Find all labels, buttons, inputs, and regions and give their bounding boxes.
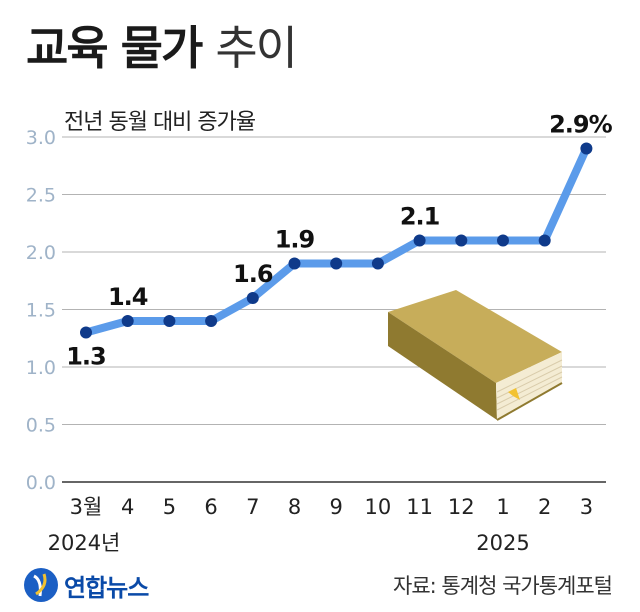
data-point bbox=[246, 292, 259, 304]
x-tick-label: 1 bbox=[496, 495, 509, 519]
y-tick-label: 3.0 bbox=[26, 127, 56, 149]
data-label: 2.9% bbox=[549, 111, 613, 139]
y-tick-label: 2.5 bbox=[26, 185, 56, 207]
y-tick-label: 0.5 bbox=[26, 415, 56, 437]
y-tick-label: 0.0 bbox=[26, 472, 56, 494]
data-label: 1.3 bbox=[66, 343, 106, 371]
chart-title: 교육 물가 추이 bbox=[26, 20, 298, 76]
x-tick-label: 3 bbox=[580, 495, 593, 519]
data-label: 1.4 bbox=[108, 283, 148, 311]
y-tick-label: 2.0 bbox=[26, 242, 56, 264]
year-label: 2024년 bbox=[48, 531, 121, 555]
series-line bbox=[80, 142, 593, 339]
x-tick-label: 2 bbox=[538, 495, 551, 519]
x-tick-label: 6 bbox=[204, 495, 217, 519]
yonhap-logo-icon bbox=[24, 568, 58, 602]
year-label: 2025 bbox=[476, 531, 529, 555]
data-point bbox=[538, 234, 551, 247]
data-point bbox=[205, 315, 218, 327]
logo-text: 연합뉴스 bbox=[64, 573, 149, 602]
x-tick-label: 12 bbox=[448, 495, 475, 519]
x-tick-label: 8 bbox=[288, 495, 301, 519]
data-point bbox=[371, 257, 384, 270]
data-point bbox=[330, 257, 343, 270]
series-polyline bbox=[82, 144, 591, 337]
y-tick-label: 1.5 bbox=[26, 300, 56, 322]
data-point bbox=[455, 234, 468, 247]
source-note: 자료: 통계청 국가통계포털 bbox=[393, 574, 613, 598]
x-tick-label: 11 bbox=[406, 495, 433, 519]
data-labels: 1.3 1.4 1.61.9 2.1 2.9% bbox=[66, 111, 613, 371]
yonhap-logo: 연합뉴스 bbox=[22, 566, 149, 604]
y-axis: 0.0 0.5 1.0 1.5 2.0 2.5 3.0 bbox=[26, 127, 56, 494]
data-point bbox=[163, 315, 176, 327]
data-point bbox=[121, 315, 134, 327]
data-label: 1.6 bbox=[233, 260, 273, 288]
data-label: 1.9 bbox=[275, 226, 315, 254]
title-bold: 교육 물가 bbox=[26, 21, 203, 75]
data-point bbox=[497, 234, 509, 247]
book-illustration bbox=[388, 290, 563, 421]
data-point bbox=[80, 326, 92, 339]
x-tick-label: 5 bbox=[163, 495, 176, 519]
data-point bbox=[580, 142, 593, 155]
data-label: 2.1 bbox=[400, 203, 440, 231]
data-point bbox=[288, 257, 301, 270]
x-tick-label: 10 bbox=[365, 495, 392, 519]
x-tick-label: 3월 bbox=[70, 495, 103, 519]
data-point bbox=[413, 234, 426, 247]
y-tick-label: 1.0 bbox=[26, 357, 56, 379]
x-tick-label: 9 bbox=[330, 495, 343, 519]
grid-lines bbox=[62, 136, 606, 483]
chart-subtitle: 전년 동월 대비 증가율 bbox=[64, 110, 256, 135]
x-tick-label: 7 bbox=[246, 495, 259, 519]
x-tick-label: 4 bbox=[121, 495, 134, 519]
title-light: 추이 bbox=[215, 21, 298, 75]
